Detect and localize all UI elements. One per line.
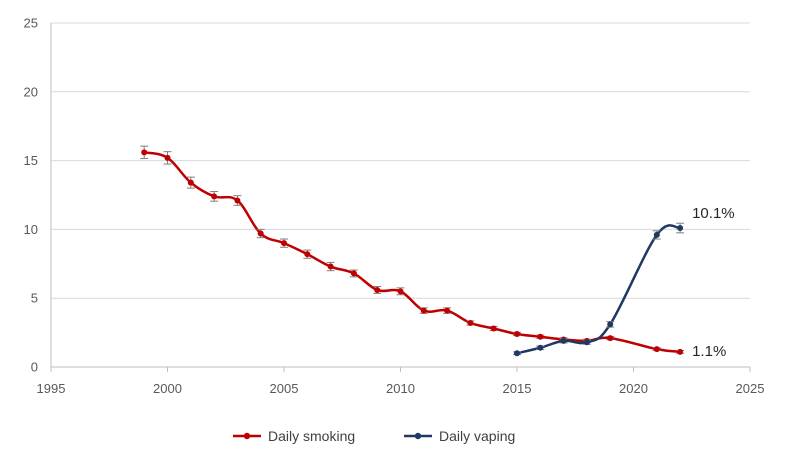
y-tick-label: 20 — [24, 84, 38, 99]
series-daily-smoking — [140, 145, 685, 355]
x-tick-label: 2000 — [153, 381, 182, 396]
y-tick-label: 0 — [31, 360, 38, 375]
series-layer — [140, 145, 685, 357]
data-point-daily-smoking — [444, 307, 451, 314]
data-point-daily-vaping — [677, 225, 684, 232]
end-label-daily-vaping: 10.1% — [692, 205, 735, 222]
data-point-daily-smoking — [234, 197, 241, 204]
legend-swatch-marker — [414, 432, 422, 440]
data-point-daily-smoking — [211, 193, 218, 200]
legend-item-daily-smoking: Daily smoking — [233, 428, 355, 444]
x-tick-label: 2005 — [270, 381, 299, 396]
legend-item-daily-vaping: Daily vaping — [404, 428, 515, 444]
end-label-daily-smoking: 1.1% — [692, 343, 726, 360]
data-point-daily-vaping — [583, 339, 590, 346]
data-point-daily-vaping — [560, 337, 567, 344]
data-point-daily-smoking — [304, 251, 311, 258]
legend-label: Daily smoking — [268, 428, 355, 444]
data-point-daily-smoking — [537, 333, 544, 340]
legend-label: Daily vaping — [439, 428, 515, 444]
data-point-daily-smoking — [467, 319, 474, 326]
y-tick-label: 5 — [31, 291, 38, 306]
data-point-daily-smoking — [164, 154, 171, 161]
y-tick-label: 10 — [24, 222, 38, 237]
data-point-daily-smoking — [374, 286, 381, 293]
data-point-daily-smoking — [281, 240, 287, 247]
legend-swatch-marker — [243, 432, 251, 440]
end-labels: 1.1% 10.1% — [692, 205, 735, 360]
data-point-daily-smoking — [677, 348, 684, 355]
data-point-daily-smoking — [653, 346, 660, 353]
data-point-daily-smoking — [141, 149, 148, 156]
data-point-daily-smoking — [350, 270, 357, 277]
legend: Daily smoking Daily vaping — [233, 428, 515, 444]
data-point-daily-vaping — [607, 321, 614, 328]
x-tick-label: 2025 — [736, 381, 765, 396]
y-tick-label: 15 — [24, 153, 38, 168]
data-point-daily-vaping — [653, 231, 660, 238]
x-tick-label: 2020 — [619, 381, 648, 396]
data-point-daily-vaping — [537, 344, 544, 351]
data-point-daily-smoking — [607, 335, 614, 342]
series-daily-vaping — [513, 222, 685, 357]
data-point-daily-smoking — [327, 263, 334, 270]
x-tick-label: 2010 — [386, 381, 415, 396]
data-point-daily-smoking — [490, 325, 497, 332]
y-tick-label: 25 — [24, 16, 38, 31]
data-point-daily-smoking — [514, 330, 520, 337]
x-tick-label: 1995 — [37, 381, 66, 396]
data-point-daily-smoking — [187, 179, 194, 186]
data-point-daily-vaping — [514, 350, 520, 357]
data-point-daily-smoking — [257, 230, 264, 237]
data-point-daily-smoking — [420, 307, 427, 314]
x-tick-label: 2015 — [503, 381, 532, 396]
series-line-daily-smoking — [143, 151, 681, 354]
data-point-daily-smoking — [397, 288, 404, 295]
